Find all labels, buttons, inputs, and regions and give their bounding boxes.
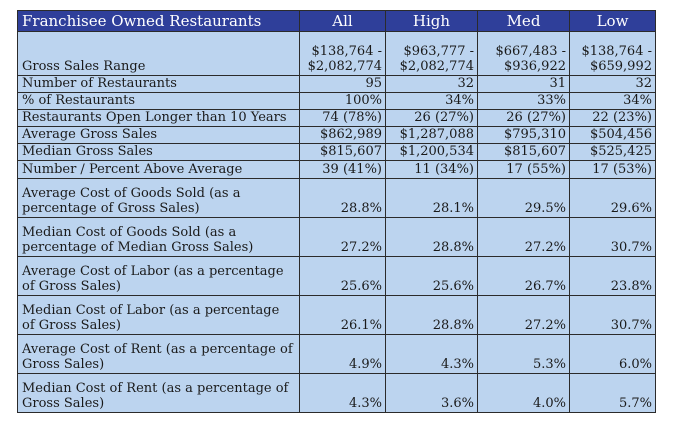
table-row: Median Gross Sales $815,607 $1,200,534 $…: [17, 143, 656, 161]
cell-med: 17 (55%): [477, 160, 570, 179]
row-label: Median Cost of Goods Sold (as a percenta…: [17, 217, 300, 257]
cell-high: $963,777 - $2,082,774: [385, 31, 478, 76]
table-row: Average Cost of Labor (as a percentage o…: [17, 256, 656, 296]
table-row: % of Restaurants 100% 34% 33% 34%: [17, 92, 656, 110]
row-label: Median Cost of Labor (as a percentage of…: [17, 295, 300, 335]
cell-high: $1,287,088: [385, 126, 478, 144]
cell-all: $862,989: [299, 126, 386, 144]
cell-med: $795,310: [477, 126, 570, 144]
cell-low: 34%: [569, 92, 656, 110]
column-header-med: Med: [477, 10, 570, 32]
cell-med: 29.5%: [477, 178, 570, 218]
cell-low: $525,425: [569, 143, 656, 161]
row-label: Average Cost of Labor (as a percentage o…: [17, 256, 300, 296]
cell-low: 30.7%: [569, 295, 656, 335]
cell-low: $504,456: [569, 126, 656, 144]
row-label: Number of Restaurants: [17, 75, 300, 93]
cell-med: $815,607: [477, 143, 570, 161]
table-row-gross-sales-range: Gross Sales Range $138,764 - $2,082,774 $…: [17, 31, 656, 76]
cell-med: 27.2%: [477, 295, 570, 335]
table-row: Number of Restaurants 95 32 31 32: [17, 75, 656, 93]
row-label: Median Cost of Rent (as a percentage of …: [17, 373, 300, 413]
row-label: Median Gross Sales: [17, 143, 300, 161]
column-header-low: Low: [569, 10, 656, 32]
column-header-high: High: [385, 10, 478, 32]
cell-med: $667,483 - $936,922: [477, 31, 570, 76]
cell-all: 74 (78%): [299, 109, 386, 127]
cell-high: 28.8%: [385, 217, 478, 257]
cell-med: 4.0%: [477, 373, 570, 413]
cell-all: 25.6%: [299, 256, 386, 296]
cell-low: $138,764 - $659,992: [569, 31, 656, 76]
cell-low: 32: [569, 75, 656, 93]
cell-all: $138,764 - $2,082,774: [299, 31, 386, 76]
cell-low: 17 (53%): [569, 160, 656, 179]
cell-high: 26 (27%): [385, 109, 478, 127]
cell-med: 31: [477, 75, 570, 93]
table-row: Median Cost of Labor (as a percentage of…: [17, 295, 656, 335]
table-row: Restaurants Open Longer than 10 Years 74…: [17, 109, 656, 127]
table-title: Franchisee Owned Restaurants: [17, 10, 300, 32]
table-row: Number / Percent Above Average 39 (41%) …: [17, 160, 656, 179]
cell-all: 27.2%: [299, 217, 386, 257]
cell-all: 28.8%: [299, 178, 386, 218]
cell-med: 33%: [477, 92, 570, 110]
table-row: Average Cost of Rent (as a percentage of…: [17, 334, 656, 374]
cell-high: 28.8%: [385, 295, 478, 335]
cell-all: 4.3%: [299, 373, 386, 413]
row-label: Number / Percent Above Average: [17, 160, 300, 179]
cell-med: 5.3%: [477, 334, 570, 374]
cell-all: 4.9%: [299, 334, 386, 374]
franchisee-restaurants-table: Franchisee Owned Restaurants All High Me…: [17, 10, 656, 413]
cell-high: 28.1%: [385, 178, 478, 218]
cell-all: 100%: [299, 92, 386, 110]
cell-med: 26 (27%): [477, 109, 570, 127]
cell-low: 30.7%: [569, 217, 656, 257]
cell-all: 26.1%: [299, 295, 386, 335]
cell-high: 3.6%: [385, 373, 478, 413]
cell-high: 32: [385, 75, 478, 93]
cell-high: 11 (34%): [385, 160, 478, 179]
row-label: % of Restaurants: [17, 92, 300, 110]
cell-low: 23.8%: [569, 256, 656, 296]
cell-high: $1,200,534: [385, 143, 478, 161]
cell-high: 25.6%: [385, 256, 478, 296]
column-header-all: All: [299, 10, 386, 32]
cell-med: 27.2%: [477, 217, 570, 257]
cell-all: 39 (41%): [299, 160, 386, 179]
row-label: Average Cost of Rent (as a percentage of…: [17, 334, 300, 374]
cell-low: 6.0%: [569, 334, 656, 374]
cell-low: 5.7%: [569, 373, 656, 413]
row-label: Restaurants Open Longer than 10 Years: [17, 109, 300, 127]
cell-all: $815,607: [299, 143, 386, 161]
row-label: Average Cost of Goods Sold (as a percent…: [17, 178, 300, 218]
table-row: Average Gross Sales $862,989 $1,287,088 …: [17, 126, 656, 144]
cell-low: 29.6%: [569, 178, 656, 218]
cell-high: 34%: [385, 92, 478, 110]
cell-med: 26.7%: [477, 256, 570, 296]
row-label: Average Gross Sales: [17, 126, 300, 144]
row-label: Gross Sales Range: [17, 31, 300, 76]
table-row: Median Cost of Rent (as a percentage of …: [17, 373, 656, 413]
cell-low: 22 (23%): [569, 109, 656, 127]
cell-high: 4.3%: [385, 334, 478, 374]
table-row: Average Cost of Goods Sold (as a percent…: [17, 178, 656, 218]
cell-all: 95: [299, 75, 386, 93]
table-row: Median Cost of Goods Sold (as a percenta…: [17, 217, 656, 257]
table-header-row: Franchisee Owned Restaurants All High Me…: [17, 10, 656, 32]
